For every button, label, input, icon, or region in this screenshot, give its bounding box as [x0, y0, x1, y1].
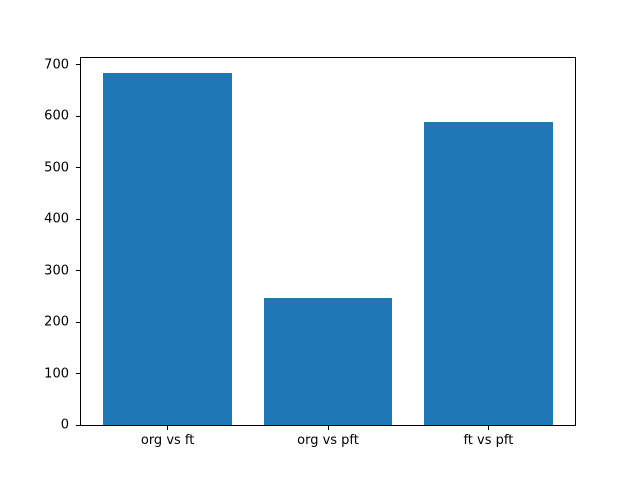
y-axis-tick-mark	[76, 115, 80, 117]
x-axis-tick-mark	[487, 426, 489, 430]
y-axis-tick-mark	[76, 64, 80, 66]
y-axis-tick-label: 500	[44, 160, 69, 176]
x-axis-tick-label: org vs pft	[297, 433, 359, 448]
x-axis-tick-mark	[327, 426, 329, 430]
bar	[424, 122, 553, 425]
x-axis-tick-mark	[167, 426, 169, 430]
bar	[103, 72, 232, 425]
y-axis-tick-label: 600	[44, 108, 69, 124]
y-axis-tick-label: 0	[60, 417, 69, 433]
x-axis-tick-label: org vs ft	[140, 433, 195, 448]
y-axis-tick-label: 700	[44, 57, 69, 73]
y-axis-tick-label: 300	[44, 263, 69, 279]
bar	[263, 297, 393, 425]
x-axis-tick-label: ft vs pft	[463, 433, 514, 448]
y-axis-tick-mark	[76, 373, 80, 375]
y-axis-tick-label: 200	[44, 314, 69, 330]
y-axis-tick-mark	[76, 167, 80, 169]
y-axis-tick-mark	[76, 218, 80, 220]
y-axis-tick-label: 400	[44, 211, 69, 227]
y-axis-tick-mark	[76, 321, 80, 323]
y-axis-tick-label: 100	[44, 366, 69, 382]
y-axis-tick-mark	[76, 270, 80, 272]
y-axis-tick-mark	[76, 424, 80, 426]
